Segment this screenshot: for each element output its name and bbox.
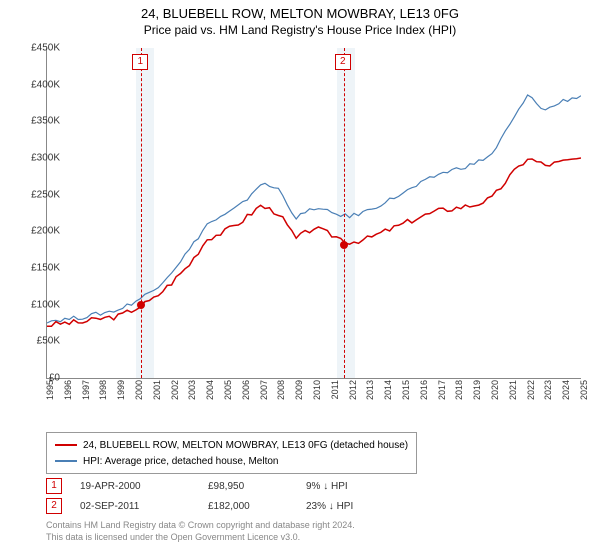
x-axis-label: 2002 [170,380,180,400]
x-axis-label: 2016 [419,380,429,400]
chart-subtitle: Price paid vs. HM Land Registry's House … [0,23,600,37]
price-marker-icon [137,301,145,309]
legend-item: HPI: Average price, detached house, Melt… [55,453,408,469]
x-axis-label: 2015 [401,380,411,400]
x-axis-label: 2001 [152,380,162,400]
legend-swatch [55,460,77,462]
y-axis-label: £350K [16,116,60,127]
plot-region [46,48,581,379]
legend-item: 24, BLUEBELL ROW, MELTON MOWBRAY, LE13 0… [55,437,408,453]
table-cell-price: £98,950 [208,481,288,492]
x-axis-label: 2012 [348,380,358,400]
y-axis-label: £100K [16,299,60,310]
y-axis-label: £250K [16,189,60,200]
x-axis-label: 2019 [472,380,482,400]
callout-line [141,48,142,378]
series-line-hpi [47,95,581,323]
series-line-property [47,158,581,326]
title-block: 24, BLUEBELL ROW, MELTON MOWBRAY, LE13 0… [0,0,600,37]
legend-swatch [55,444,77,446]
legend-label: 24, BLUEBELL ROW, MELTON MOWBRAY, LE13 0… [83,440,408,451]
y-axis-label: £300K [16,153,60,164]
table-cell-price: £182,000 [208,501,288,512]
table-row: 2 02-SEP-2011 £182,000 23% ↓ HPI [46,496,396,516]
footer: Contains HM Land Registry data © Crown c… [46,520,355,543]
x-axis-label: 1997 [81,380,91,400]
x-axis-label: 2010 [312,380,322,400]
footer-line: Contains HM Land Registry data © Crown c… [46,520,355,532]
callout-marker: 2 [46,498,62,514]
callout-box: 1 [132,54,148,70]
plot-svg [47,48,581,378]
table-cell-date: 02-SEP-2011 [80,501,190,512]
x-axis-label: 2018 [454,380,464,400]
x-axis-label: 2014 [383,380,393,400]
y-axis-label: £200K [16,226,60,237]
table-row: 1 19-APR-2000 £98,950 9% ↓ HPI [46,476,396,496]
x-axis-label: 2004 [205,380,215,400]
callout-line [344,48,345,378]
x-axis-label: 2025 [579,380,589,400]
x-axis-label: 1998 [98,380,108,400]
y-axis-label: £0 [16,373,60,384]
x-axis-label: 2020 [490,380,500,400]
legend: 24, BLUEBELL ROW, MELTON MOWBRAY, LE13 0… [46,432,417,474]
x-axis-label: 2017 [437,380,447,400]
callout-marker: 1 [46,478,62,494]
transaction-table: 1 19-APR-2000 £98,950 9% ↓ HPI 2 02-SEP-… [46,476,396,516]
y-axis-label: £50K [16,336,60,347]
x-axis-label: 2021 [508,380,518,400]
chart-title: 24, BLUEBELL ROW, MELTON MOWBRAY, LE13 0… [0,6,600,21]
x-axis-label: 2023 [543,380,553,400]
x-axis-label: 2005 [223,380,233,400]
callout-box: 2 [335,54,351,70]
footer-line: This data is licensed under the Open Gov… [46,532,355,544]
chart-container: 24, BLUEBELL ROW, MELTON MOWBRAY, LE13 0… [0,0,600,560]
x-axis-label: 2009 [294,380,304,400]
x-axis-label: 2000 [134,380,144,400]
x-axis-label: 2013 [365,380,375,400]
x-axis-label: 2008 [276,380,286,400]
x-axis-label: 2007 [259,380,269,400]
table-cell-date: 19-APR-2000 [80,481,190,492]
x-axis-label: 1996 [63,380,73,400]
chart-area: 1995199619971998199920002001200220032004… [46,48,580,398]
x-axis-label: 2003 [187,380,197,400]
price-marker-icon [340,241,348,249]
x-axis-label: 2006 [241,380,251,400]
legend-label: HPI: Average price, detached house, Melt… [83,456,279,467]
y-axis-label: £150K [16,263,60,274]
y-axis-label: £400K [16,79,60,90]
x-axis-label: 1999 [116,380,126,400]
y-axis-label: £450K [16,43,60,54]
table-cell-pct: 9% ↓ HPI [306,481,396,492]
x-axis-label: 2024 [561,380,571,400]
x-axis-label: 2011 [330,380,340,399]
x-axis-label: 2022 [526,380,536,400]
table-cell-pct: 23% ↓ HPI [306,501,396,512]
